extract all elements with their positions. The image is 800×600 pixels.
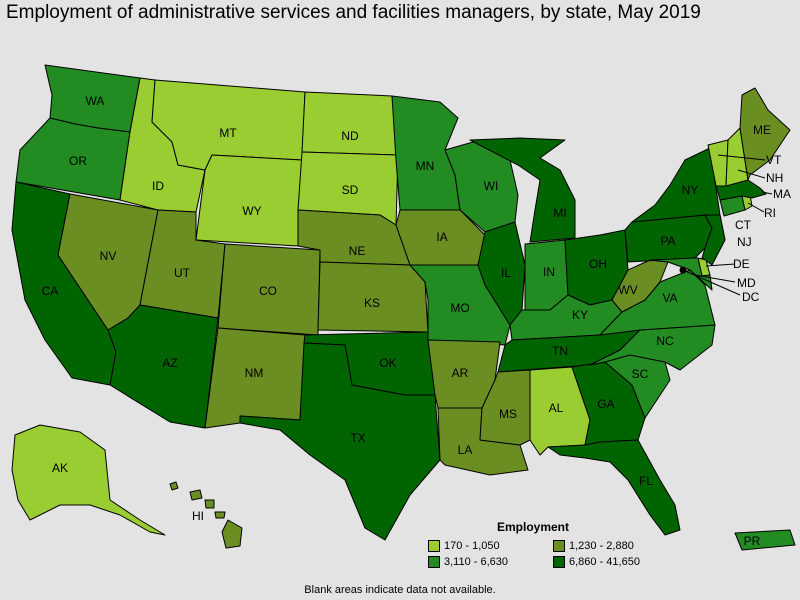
- state-NJ[interactable]: [701, 214, 726, 266]
- label-KS: KS: [364, 296, 380, 310]
- label-AL: AL: [549, 401, 564, 415]
- label-VA: VA: [662, 291, 677, 305]
- legend-item-bin-2: 1,230 - 2,880: [553, 540, 634, 553]
- state-PR[interactable]: [734, 529, 796, 551]
- label-CO: CO: [259, 284, 277, 298]
- legend-label: 6,860 - 41,650: [569, 556, 640, 568]
- label-CA: CA: [42, 284, 59, 298]
- state-ND[interactable]: [301, 91, 399, 156]
- label-ND: ND: [341, 129, 359, 143]
- label-MN: MN: [416, 159, 435, 173]
- label-OR: OR: [69, 154, 87, 168]
- state-NC[interactable]: [589, 324, 716, 371]
- label-MO: MO: [450, 301, 469, 315]
- state-ME[interactable]: [739, 87, 791, 181]
- label-WV: WV: [618, 283, 637, 297]
- label-NJ: NJ: [737, 235, 752, 249]
- leader-line-dc: [682, 269, 741, 296]
- label-RI: RI: [764, 206, 776, 220]
- legend-item-bin-4: 6,860 - 41,650: [553, 556, 640, 569]
- label-PA: PA: [660, 234, 675, 248]
- label-WA: WA: [86, 94, 105, 108]
- hi-islet: [169, 481, 179, 491]
- state-MI[interactable]: [469, 137, 576, 243]
- map-title: Employment of administrative services an…: [6, 2, 701, 23]
- label-GA: GA: [597, 397, 614, 411]
- label-AZ: AZ: [162, 356, 177, 370]
- label-IA: IA: [436, 230, 447, 244]
- label-ME: ME: [753, 123, 771, 137]
- label-IL: IL: [501, 266, 511, 280]
- label-NM: NM: [245, 366, 264, 380]
- legend-label: 170 - 1,050: [444, 540, 500, 552]
- label-DC: DC: [742, 290, 760, 304]
- label-AR: AR: [452, 366, 469, 380]
- label-DE: DE: [733, 257, 750, 271]
- label-WY: WY: [242, 204, 261, 218]
- hi-islet: [214, 511, 226, 519]
- legend: Employment 170 - 1,050 1,230 - 2,880 3,1…: [428, 520, 668, 569]
- legend-label: 1,230 - 2,880: [569, 540, 634, 552]
- state-HI[interactable]: [221, 519, 243, 549]
- leader-line-ri: [747, 202, 765, 213]
- legend-swatch: [553, 540, 565, 553]
- legend-label: 3,110 - 6,630: [444, 556, 509, 568]
- legend-swatch: [428, 556, 440, 569]
- state-FL[interactable]: [547, 439, 681, 536]
- label-IN: IN: [543, 265, 555, 279]
- hi-islet: [189, 489, 203, 501]
- label-HI: HI: [192, 509, 204, 523]
- label-NE: NE: [349, 244, 366, 258]
- label-WI: WI: [484, 179, 499, 193]
- label-OK: OK: [379, 356, 396, 370]
- legend-swatch: [553, 556, 565, 569]
- label-MI: MI: [553, 206, 566, 220]
- label-NY: NY: [682, 183, 699, 197]
- label-PR: PR: [744, 534, 761, 548]
- legend-item-bin-3: 3,110 - 6,630: [428, 556, 509, 569]
- label-MT: MT: [219, 126, 237, 140]
- label-MD: MD: [737, 276, 756, 290]
- label-MA: MA: [773, 187, 791, 201]
- legend-title: Employment: [496, 520, 569, 534]
- label-TN: TN: [552, 344, 568, 358]
- label-SC: SC: [632, 367, 649, 381]
- state-AZ[interactable]: [107, 304, 219, 429]
- state-AK[interactable]: [11, 424, 166, 536]
- leader-line-de: [705, 263, 736, 267]
- label-SD: SD: [342, 183, 359, 197]
- footnote: Blank areas indicate data not available.: [304, 584, 496, 596]
- leader-line-md: [694, 274, 736, 283]
- label-FL: FL: [639, 474, 653, 488]
- state-KS[interactable]: [317, 261, 429, 333]
- label-AK: AK: [52, 461, 68, 475]
- label-CT: CT: [735, 218, 752, 232]
- label-ID: ID: [152, 179, 164, 193]
- label-MS: MS: [499, 407, 517, 421]
- state-WV[interactable]: [611, 259, 669, 313]
- label-NV: NV: [100, 249, 117, 263]
- label-LA: LA: [458, 443, 473, 457]
- leader-line-vt: [717, 154, 766, 161]
- label-NH: NH: [766, 171, 783, 185]
- state-TX[interactable]: [239, 342, 441, 541]
- label-UT: UT: [174, 266, 191, 280]
- legend-swatch: [428, 540, 440, 553]
- leader-line-nh: [737, 169, 766, 179]
- label-OH: OH: [589, 257, 607, 271]
- hi-islet: [204, 499, 215, 509]
- state-MD[interactable]: [649, 257, 713, 291]
- label-NC: NC: [656, 334, 674, 348]
- label-VT: VT: [766, 153, 782, 167]
- legend-item-bin-1: 170 - 1,050: [428, 540, 500, 553]
- state-WY[interactable]: [195, 154, 303, 247]
- leader-line-ma: [761, 191, 773, 195]
- dc-marker: [679, 266, 687, 274]
- label-KY: KY: [572, 308, 588, 322]
- label-TX: TX: [350, 431, 365, 445]
